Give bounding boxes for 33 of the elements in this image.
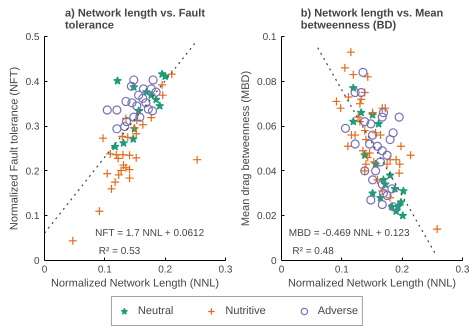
- y-tick-label: 0.06: [257, 122, 277, 133]
- x-tick-label: 0.1: [334, 264, 350, 276]
- y-tick-label: 0.02: [257, 211, 277, 222]
- y-tick-label: 0.4: [26, 76, 40, 88]
- y-tick-label: 0.2: [26, 166, 40, 178]
- y-tick-label: 0: [270, 256, 277, 267]
- legend-label: Adverse: [318, 305, 358, 317]
- chart-title: a) Network length vs. Fault tolerance: [65, 8, 206, 32]
- x-tick-label: 0.2: [395, 264, 410, 276]
- y-tick-label: 0.08: [257, 76, 277, 88]
- y-axis-title: Mean drag betweenness (MBD): [240, 70, 252, 226]
- annotation: NFT = 1.7 NNL + 0.0612: [95, 228, 205, 240]
- legend-label: Neutral: [138, 305, 174, 317]
- y-tick-label: 0: [34, 256, 40, 267]
- annotation: R² = 0.48: [292, 246, 334, 258]
- annotation: MBD = -0.469 NNL + 0.123: [288, 228, 410, 240]
- y-tick-label: 0.1: [262, 32, 277, 43]
- y-tick-label: 0.1: [26, 211, 40, 222]
- x-tick-label: 0.1: [98, 264, 112, 276]
- x-tick-label: 0: [278, 264, 285, 276]
- x-axis-title: Normalized Network Length (NNL): [288, 278, 456, 290]
- y-tick-label: 0.04: [257, 166, 277, 178]
- annotation: R² = 0.53: [98, 246, 141, 258]
- y-axis-title: Normalized Fault tolerance (NFT): [8, 66, 21, 230]
- y-tick-label: 0.5: [26, 32, 40, 43]
- x-tick-label: 0: [42, 264, 48, 276]
- x-axis-title: Normalized Network Length (NNL): [50, 278, 220, 290]
- x-tick-label: 0.3: [456, 264, 470, 276]
- legend-label: Nutritive: [225, 305, 266, 317]
- x-tick-label: 0.3: [218, 264, 233, 276]
- x-tick-label: 0.2: [158, 264, 173, 276]
- y-tick-label: 0.3: [26, 122, 40, 133]
- chart-title: b) Network length vs. Mean betweenness (BD): [300, 8, 444, 32]
